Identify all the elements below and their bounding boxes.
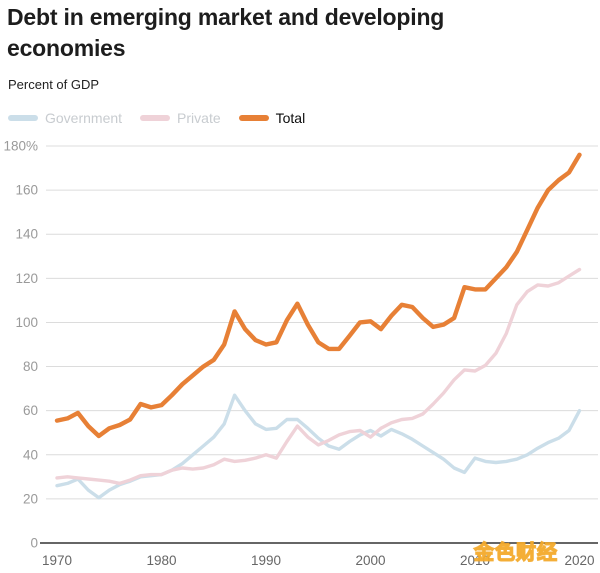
x-tick-label: 2010 — [460, 553, 490, 568]
x-tick-label: 1980 — [146, 553, 176, 568]
y-tick-label: 120 — [15, 271, 38, 286]
x-tick-label: 1990 — [251, 553, 281, 568]
y-tick-label: 60 — [23, 403, 38, 418]
y-tick-label: 40 — [23, 447, 38, 462]
legend-item-private[interactable]: Private — [140, 110, 221, 126]
x-tick-label: 1970 — [42, 553, 72, 568]
legend-label-private: Private — [177, 110, 221, 126]
y-tick-label: 0 — [30, 536, 38, 551]
legend-item-total[interactable]: Total — [238, 110, 306, 126]
y-tick-label: 100 — [15, 315, 38, 330]
page-title: Debt in emerging market and developing e… — [7, 4, 445, 61]
line-private — [55, 267, 582, 486]
legend-label-total: Total — [275, 110, 306, 126]
chart-subtitle: Percent of GDP — [8, 77, 100, 92]
y-tick-label: 160 — [15, 183, 38, 198]
legend-item-government[interactable]: Government — [8, 110, 122, 126]
line-total — [54, 152, 582, 439]
legend-swatch-total — [238, 115, 269, 121]
legend-label-government: Government — [45, 110, 123, 126]
y-tick-label: 80 — [23, 359, 38, 374]
y-tick-label: 20 — [23, 491, 38, 506]
y-tick-label: 140 — [15, 227, 38, 242]
chart-svg: 0 20 40 60 80 100 120 140 160 180% 1970 1980 1990 200… — [3, 138, 598, 568]
x-tick-label: 2020 — [564, 553, 594, 568]
legend-swatch-government — [8, 115, 38, 121]
x-tick-label: 2000 — [355, 553, 385, 568]
y-tick-label: 180% — [3, 138, 38, 153]
legend: Government Private Total — [8, 110, 305, 126]
legend-swatch-private — [140, 115, 171, 121]
